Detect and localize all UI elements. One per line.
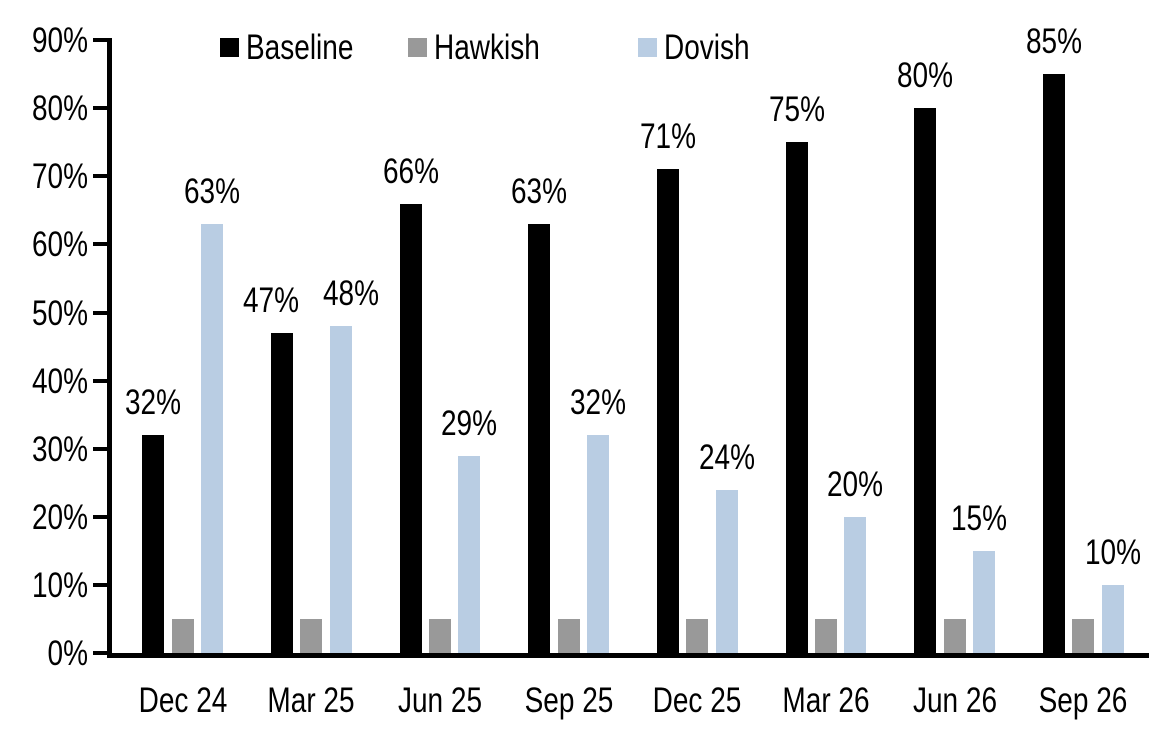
y-axis-tick — [93, 582, 107, 587]
x-axis-label-mar-25: Mar 25 — [267, 681, 355, 720]
x-axis-label-jun-26: Jun 26 — [912, 681, 997, 720]
legend-swatch-baseline — [220, 38, 239, 57]
y-axis-tick — [93, 242, 107, 247]
value-label-dovish-jun-25: 29% — [441, 404, 498, 443]
bar-baseline-dec-24 — [142, 435, 165, 653]
bar-hawkish-dec-25 — [686, 619, 709, 653]
y-axis-tick — [93, 106, 107, 111]
bar-dovish-dec-24 — [200, 224, 223, 653]
x-axis-label-dec-25: Dec 25 — [652, 681, 742, 720]
value-label-dovish-dec-24: 63% — [183, 172, 240, 211]
legend-label-hawkish: Hawkish — [434, 28, 540, 67]
bar-baseline-dec-25 — [657, 169, 679, 653]
bar-hawkish-dec-24 — [171, 619, 194, 653]
bar-hawkish-jun-26 — [943, 619, 966, 653]
bar-hawkish-mar-25 — [300, 619, 323, 653]
y-axis-tick — [93, 310, 107, 315]
y-axis-label-40-: 40% — [31, 361, 88, 401]
value-label-baseline-dec-24: 32% — [125, 383, 182, 422]
value-label-baseline-sep-25: 63% — [511, 172, 568, 211]
value-label-baseline-mar-26: 75% — [768, 90, 825, 129]
bar-hawkish-mar-26 — [815, 619, 837, 653]
bar-hawkish-sep-25 — [557, 619, 580, 653]
value-label-dovish-mar-25: 48% — [322, 274, 379, 313]
x-axis-label-mar-26: Mar 26 — [782, 681, 870, 720]
legend-item-dovish: Dovish — [638, 27, 771, 68]
legend-label-dovish: Dovish — [664, 28, 750, 67]
y-axis-tick — [93, 174, 107, 179]
bar-hawkish-sep-26 — [1072, 619, 1095, 653]
bar-baseline-jun-26 — [914, 108, 937, 653]
value-label-baseline-sep-26: 85% — [1026, 22, 1083, 61]
legend-item-baseline: Baseline — [220, 27, 380, 68]
x-axis-label-sep-26: Sep 26 — [1039, 681, 1128, 720]
bar-hawkish-jun-25 — [428, 619, 451, 653]
value-label-dovish-mar-26: 20% — [827, 465, 884, 504]
y-axis-tick — [93, 378, 107, 383]
bar-baseline-mar-26 — [785, 142, 808, 653]
x-axis-label-sep-25: Sep 25 — [524, 681, 613, 720]
x-axis — [107, 653, 1149, 658]
y-axis-label-60-: 60% — [31, 225, 88, 265]
y-axis-label-70-: 70% — [31, 157, 88, 197]
bar-baseline-sep-26 — [1043, 74, 1066, 653]
legend-label-baseline: Baseline — [246, 28, 354, 67]
x-axis-label-jun-25: Jun 25 — [397, 681, 482, 720]
value-label-baseline-mar-25: 47% — [242, 281, 299, 320]
y-axis-label-20-: 20% — [31, 497, 88, 537]
value-label-dovish-jun-26: 15% — [950, 499, 1008, 538]
legend-swatch-dovish — [638, 38, 657, 57]
bar-baseline-sep-25 — [528, 224, 551, 653]
y-axis-tick — [93, 651, 107, 655]
legend-item-hawkish: Hawkish — [408, 27, 566, 68]
y-axis-label-0-: 0% — [47, 634, 88, 673]
value-label-dovish-dec-25: 24% — [698, 438, 755, 477]
value-label-dovish-sep-25: 32% — [569, 383, 626, 422]
y-axis-tick — [93, 446, 107, 451]
value-label-baseline-dec-25: 71% — [639, 117, 697, 156]
y-axis-tick — [93, 38, 107, 43]
value-label-baseline-jun-26: 80% — [897, 56, 954, 95]
value-label-baseline-jun-25: 66% — [382, 152, 439, 191]
y-axis — [107, 38, 112, 658]
y-axis-label-50-: 50% — [31, 293, 88, 333]
bar-dovish-sep-26 — [1101, 585, 1124, 653]
y-axis-tick — [93, 514, 107, 519]
legend-swatch-hawkish — [408, 38, 427, 57]
x-axis-label-dec-24: Dec 24 — [138, 681, 227, 720]
bar-dovish-jun-25 — [458, 456, 481, 653]
bar-dovish-mar-25 — [329, 326, 352, 653]
bar-dovish-dec-25 — [715, 490, 738, 653]
bar-baseline-jun-25 — [399, 204, 422, 653]
y-axis-label-10-: 10% — [31, 565, 88, 605]
bar-dovish-mar-26 — [844, 517, 867, 653]
y-axis-label-30-: 30% — [31, 429, 88, 469]
y-axis-label-90-: 90% — [31, 21, 88, 61]
bar-baseline-mar-25 — [270, 333, 293, 653]
y-axis-label-80-: 80% — [31, 89, 88, 129]
bar-dovish-sep-25 — [586, 435, 609, 653]
value-label-dovish-sep-26: 10% — [1084, 533, 1141, 572]
bar-dovish-jun-26 — [973, 551, 995, 653]
